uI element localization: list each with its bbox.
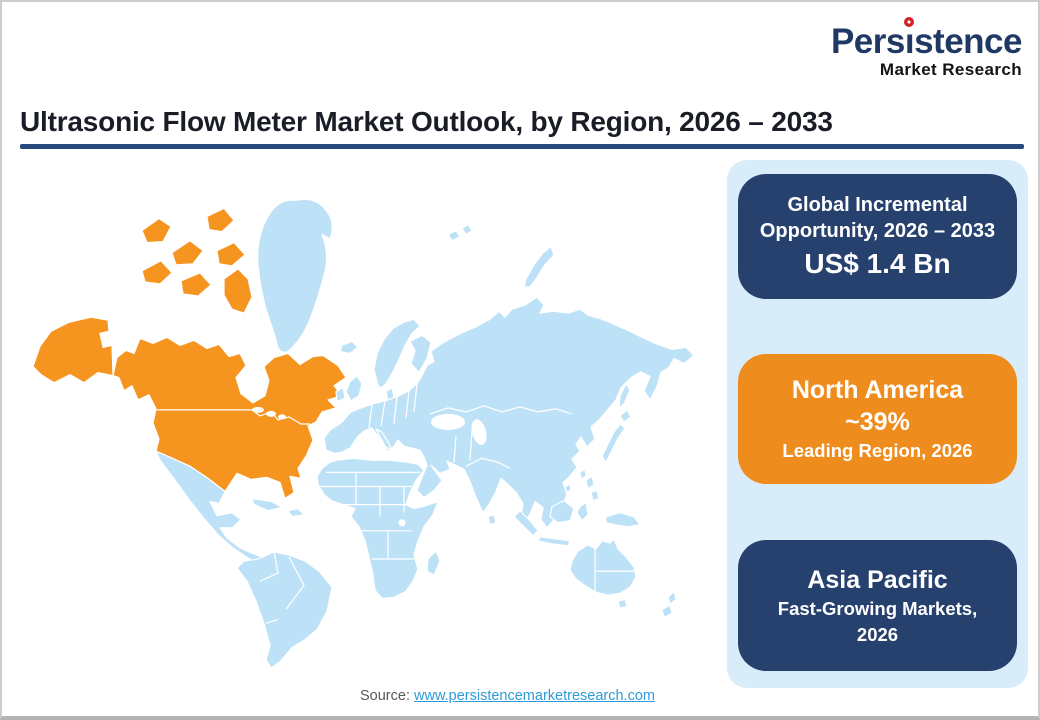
region-philippines xyxy=(590,489,600,502)
world-map-svg xyxy=(32,198,695,669)
brand-logo: Persı stence Market Research xyxy=(830,17,1022,79)
arctic-island xyxy=(216,242,246,267)
source-link[interactable]: www.persistencemarketresearch.com xyxy=(414,688,655,704)
region-new-zealand xyxy=(667,590,677,605)
arctic-island xyxy=(141,260,173,285)
lake-victoria xyxy=(398,519,406,527)
opportunity-card-line2: Opportunity, 2026 – 2033 xyxy=(759,220,996,242)
region-uk xyxy=(345,375,363,402)
region-taiwan xyxy=(579,468,587,480)
region-philippines xyxy=(585,475,595,490)
title-underline xyxy=(20,144,1024,149)
region-finland xyxy=(409,334,432,374)
opportunity-card: Global Incremental Opportunity, 2026 – 2… xyxy=(738,174,1017,299)
great-lake xyxy=(266,410,276,417)
arctic-island xyxy=(171,240,204,266)
region-new-guinea xyxy=(605,512,641,528)
country-borders xyxy=(368,383,418,429)
region-tasmania xyxy=(617,598,628,609)
asia-pacific-card-title: Asia Pacific xyxy=(807,565,948,594)
opportunity-card-line1: Global Incremental xyxy=(787,194,968,216)
brand-star-icon xyxy=(904,17,915,27)
region-svalbard xyxy=(447,229,461,242)
asia-pacific-card-subtitle2: 2026 xyxy=(856,623,899,645)
north-america-card-value: ~39% xyxy=(845,408,910,436)
region-africa xyxy=(316,457,441,599)
north-america-card-subtitle: Leading Region, 2026 xyxy=(782,440,973,461)
arctic-island xyxy=(180,272,212,297)
region-greenland xyxy=(257,198,333,353)
stats-panel: Global Incremental Opportunity, 2026 – 2… xyxy=(727,160,1028,688)
region-ireland xyxy=(335,387,346,403)
region-java xyxy=(537,536,571,547)
region-mexico-central-america xyxy=(155,450,266,567)
region-hainan xyxy=(564,483,572,493)
great-lake xyxy=(252,406,264,413)
region-sulawesi xyxy=(576,501,589,522)
region-alaska xyxy=(32,316,114,384)
country-borders xyxy=(594,544,634,592)
region-svalbard xyxy=(461,223,473,236)
country-borders xyxy=(453,429,511,469)
region-cuba xyxy=(251,497,283,512)
region-novaya-zemlya xyxy=(523,246,555,288)
region-south-america xyxy=(236,551,333,669)
country-borders xyxy=(320,471,420,560)
brand-name-part: Pers xyxy=(830,22,905,61)
brand-name: Persı stence xyxy=(830,17,1022,61)
region-iceland xyxy=(339,340,359,355)
region-borneo xyxy=(549,499,575,524)
region-north-america xyxy=(32,207,347,500)
arctic-island xyxy=(141,217,172,244)
source-label: Source: xyxy=(360,688,410,704)
great-lake xyxy=(278,414,286,420)
region-canada-usa xyxy=(112,336,347,500)
arctic-island-baffin xyxy=(223,268,253,314)
north-america-card: North America ~39% Leading Region, 2026 xyxy=(738,354,1017,484)
region-hispaniola xyxy=(287,508,305,518)
country-borders xyxy=(259,551,305,625)
region-sumatra xyxy=(513,510,539,537)
region-japan xyxy=(601,423,626,463)
arctic-island xyxy=(206,207,235,233)
region-new-zealand xyxy=(661,604,673,619)
caspian-sea xyxy=(471,419,487,445)
world-map xyxy=(20,158,725,692)
country-borders xyxy=(429,405,573,415)
region-hokkaido xyxy=(619,409,632,423)
black-sea xyxy=(431,413,465,431)
page-title: Ultrasonic Flow Meter Market Outlook, by… xyxy=(20,106,833,137)
brand-name-part: stence xyxy=(914,22,1022,61)
asia-pacific-card: Asia Pacific Fast-Growing Markets, 2026 xyxy=(738,540,1017,671)
brand-name-i: ı xyxy=(904,17,915,59)
region-madagascar xyxy=(426,550,441,576)
source-line: Source: www.persistencemarketresearch.co… xyxy=(360,688,655,704)
region-australia xyxy=(569,538,677,619)
region-eurasia xyxy=(323,296,695,529)
asia-pacific-card-subtitle1: Fast-Growing Markets, xyxy=(777,597,978,619)
region-sakhalin xyxy=(618,383,631,409)
opportunity-card-value: US$ 1.4 Bn xyxy=(804,248,951,279)
region-scandinavia xyxy=(373,318,421,389)
region-sri-lanka xyxy=(487,514,497,526)
north-america-card-title: North America xyxy=(791,376,964,404)
brand-subtitle: Market Research xyxy=(879,60,1022,79)
